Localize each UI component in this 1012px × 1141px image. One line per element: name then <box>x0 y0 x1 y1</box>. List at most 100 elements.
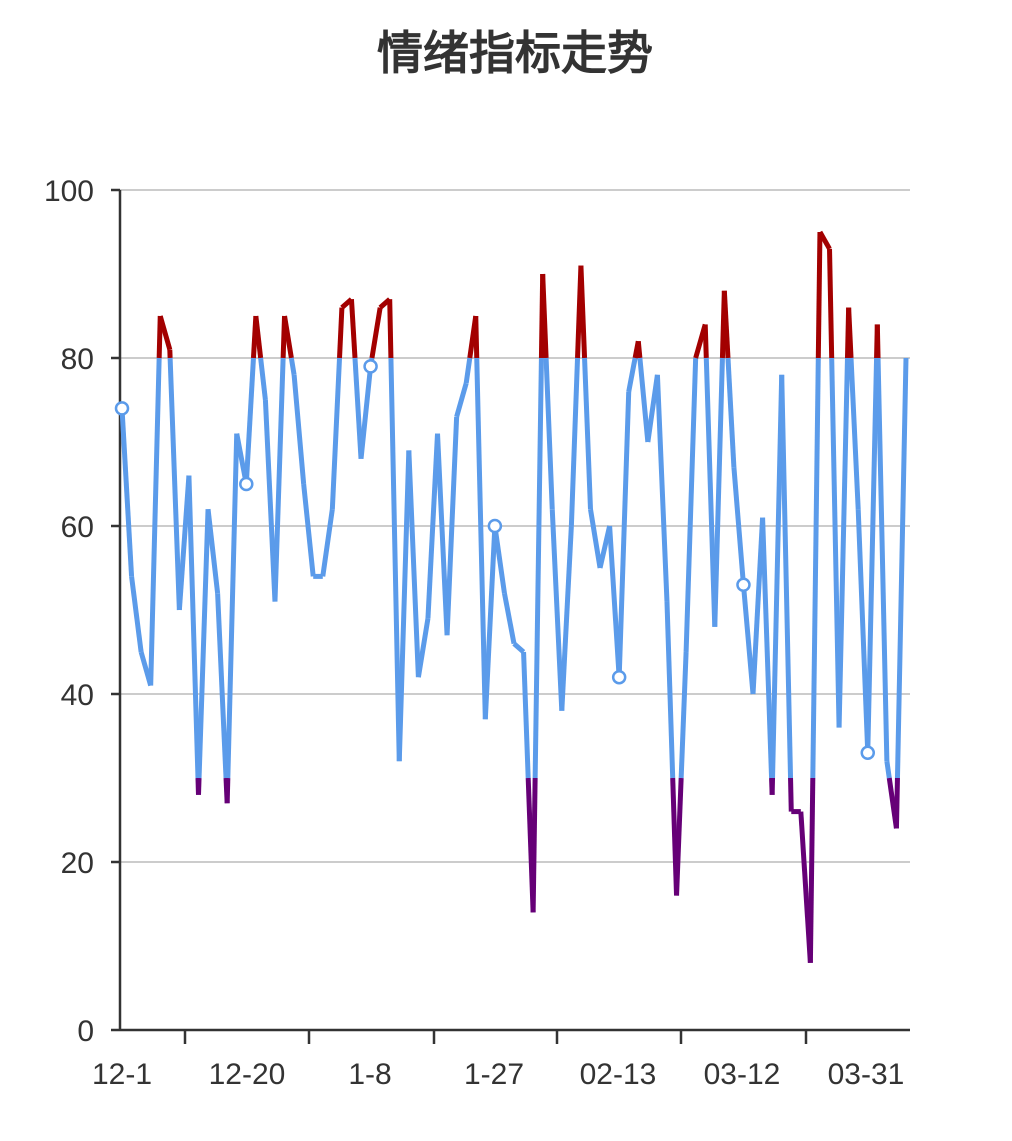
y-tick-label: 0 <box>77 1015 94 1048</box>
series-segment <box>637 357 651 443</box>
x-axis-ticks: 12-1 12-20 1-8 1-27 02-13 03-12 03-31 <box>92 1030 904 1091</box>
series-segment <box>779 374 794 779</box>
series-segment <box>329 357 343 510</box>
data-point-marker <box>487 518 503 534</box>
series-segment <box>829 357 842 728</box>
series-segment <box>654 374 670 602</box>
series-line <box>119 230 909 963</box>
series-segment-high <box>874 324 881 359</box>
series-segment-high <box>387 299 394 359</box>
series-segment-high <box>473 315 480 359</box>
series-segment-high <box>635 340 643 359</box>
series-segment <box>215 593 229 779</box>
series-segment <box>616 391 632 678</box>
series-segment-high <box>702 324 709 359</box>
series-segment <box>678 651 689 779</box>
series-segment <box>425 433 441 619</box>
series-segment <box>388 357 402 762</box>
series-segment <box>865 357 880 753</box>
series-segment <box>810 357 821 779</box>
series-segment <box>875 357 890 762</box>
series-segment <box>454 382 469 418</box>
series-segment <box>474 357 488 720</box>
series-segment <box>482 525 498 720</box>
series-segment <box>559 525 574 711</box>
series-segment <box>205 508 221 594</box>
data-point-marker <box>239 476 254 492</box>
series-segment-high <box>337 307 345 359</box>
y-axis-ticks: 0 20 40 60 80 100 <box>44 175 120 1048</box>
data-point-marker <box>860 745 876 761</box>
series-segment-low <box>807 777 816 963</box>
series-segment-low <box>224 777 231 804</box>
x-tick-label: 1-27 <box>464 1058 524 1091</box>
y-tick-label: 100 <box>44 175 94 208</box>
point-markers <box>114 359 876 761</box>
series-segment <box>848 357 861 510</box>
series-segment <box>501 592 517 645</box>
series-segment <box>568 357 581 527</box>
series-segment <box>588 508 603 569</box>
series-segment <box>148 357 162 686</box>
series-segment-high <box>578 265 588 359</box>
series-segment <box>320 508 335 577</box>
series-segment <box>243 357 256 485</box>
series-segment <box>358 366 374 460</box>
data-point-marker <box>611 669 627 685</box>
x-tick-label: 03-31 <box>828 1058 905 1091</box>
series-segment-high <box>369 307 383 359</box>
series-segment-low <box>195 777 202 795</box>
series-segment <box>532 357 544 779</box>
series-segment <box>225 433 240 779</box>
x-tick-label: 1-8 <box>348 1058 391 1091</box>
series-segment <box>258 357 268 401</box>
series-segment <box>582 357 593 510</box>
series-segment <box>683 357 699 653</box>
series-segment-low <box>674 777 684 896</box>
series-segment <box>406 450 421 678</box>
series-segment <box>301 483 316 577</box>
series-segment <box>435 433 450 636</box>
series-segment <box>186 475 201 779</box>
series-segment <box>750 517 766 695</box>
series-segment <box>167 357 182 611</box>
series-segment-high <box>282 315 294 359</box>
series-segment <box>760 517 775 779</box>
x-tick-label: 12-1 <box>92 1058 152 1091</box>
data-point-marker <box>114 401 130 416</box>
series-segment <box>262 399 278 602</box>
series-segment <box>272 357 286 602</box>
series-segment <box>894 357 909 779</box>
series-segment <box>836 357 850 728</box>
series-segment-high <box>815 231 823 359</box>
series-segment-low <box>893 777 900 829</box>
chart-title: 情绪指标走势 <box>377 26 653 80</box>
series-segment <box>415 617 431 678</box>
series-segment-high <box>157 315 173 351</box>
series-segment <box>740 584 756 695</box>
y-tick-label: 20 <box>61 847 94 880</box>
series-segment <box>543 357 555 510</box>
series-segment <box>884 760 892 779</box>
series-segment <box>521 651 531 779</box>
series-segment <box>288 357 297 376</box>
series-segment <box>664 601 676 779</box>
series-segment <box>492 525 507 594</box>
y-tick-label: 40 <box>61 679 94 712</box>
series-segment <box>196 509 211 779</box>
series-segment-high <box>348 299 358 359</box>
series-segment <box>703 357 718 627</box>
series-segment <box>712 357 725 627</box>
series-segment <box>129 576 144 653</box>
series-segment <box>512 641 526 654</box>
series-segment <box>444 416 460 636</box>
series-segment <box>352 357 364 459</box>
series-segment <box>731 466 746 586</box>
series-segment <box>626 357 638 393</box>
x-tick-label: 02-13 <box>580 1058 657 1091</box>
series-segment-low <box>788 777 794 812</box>
data-point-marker <box>363 359 378 374</box>
series-segment-high <box>253 315 264 359</box>
series-segment <box>396 450 412 762</box>
